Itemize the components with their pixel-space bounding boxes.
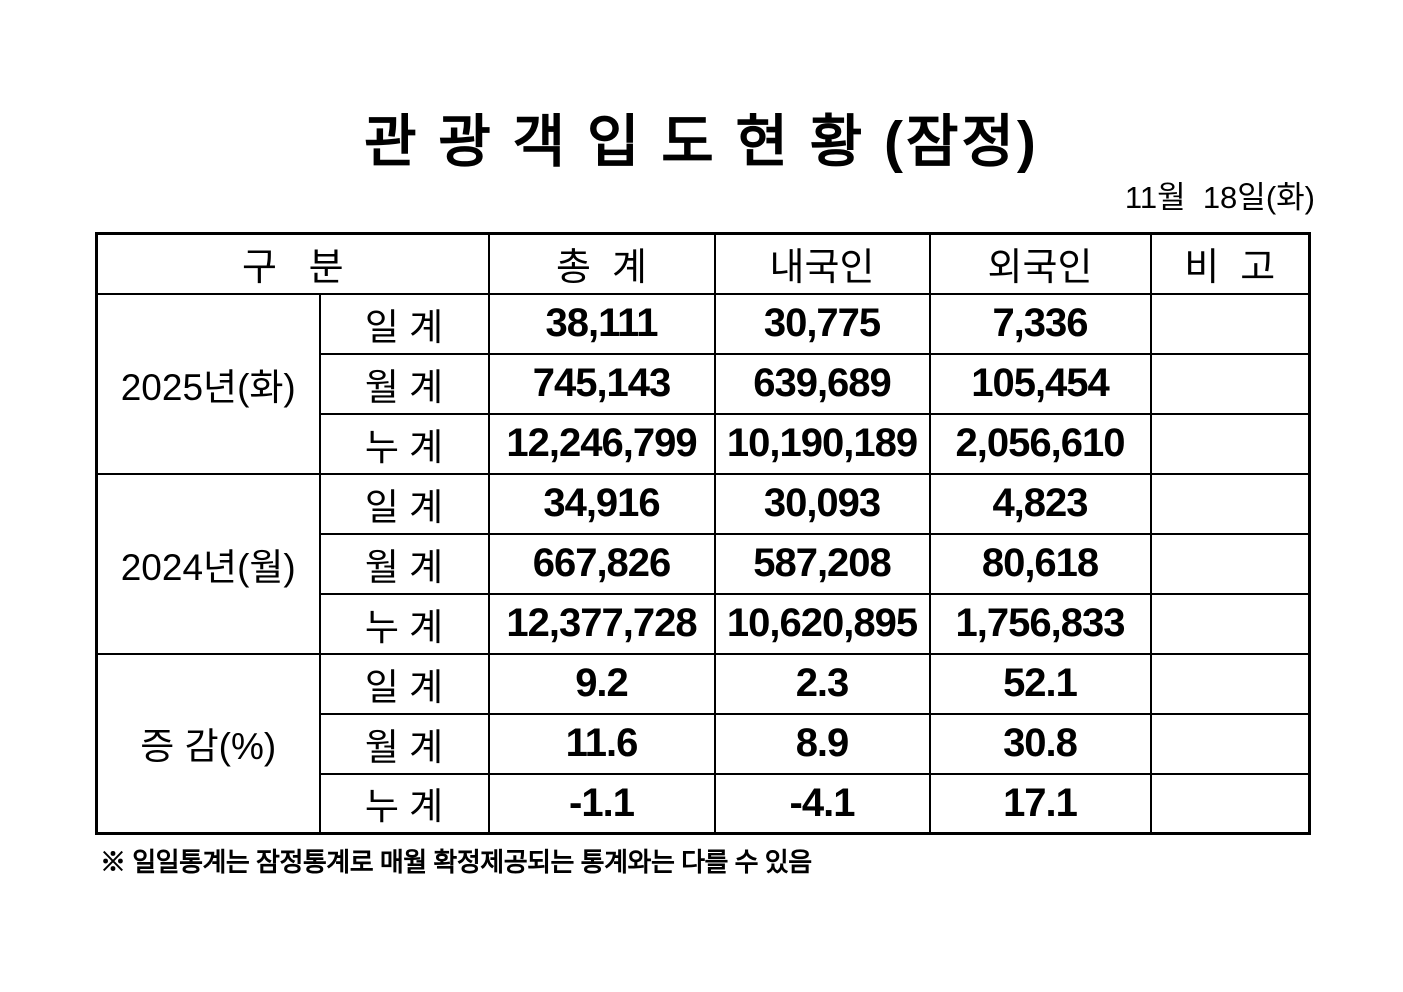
header-row: 구 분 총 계 내국인 외국인 비 고	[95, 232, 1311, 295]
cell-domestic: 587,208	[713, 532, 931, 595]
cell-foreign: 105,454	[928, 352, 1152, 415]
group-label-change: 증 감(%)	[95, 652, 321, 835]
cell-domestic: 10,620,895	[713, 592, 931, 655]
cell-note	[1149, 292, 1311, 355]
cell-note	[1149, 352, 1311, 415]
table-row: 2025년(화) 일 계 38,111 30,775 7,336	[95, 292, 1311, 475]
row-label-cumulative: 누 계	[318, 412, 490, 475]
header-gubun: 구 분	[95, 232, 490, 295]
cell-total: 9.2	[487, 652, 716, 715]
cell-domestic: 10,190,189	[713, 412, 931, 475]
row-label-daily: 일 계	[318, 292, 490, 355]
cell-domestic: 639,689	[713, 352, 931, 415]
cell-total: 745,143	[487, 352, 716, 415]
row-label-monthly: 월 계	[318, 532, 490, 595]
tourist-stats-table: 구 분 총 계 내국인 외국인 비 고 2025년(화) 일 계 38,111 …	[95, 232, 1311, 835]
table-row: 누 계 12,377,728 10,620,895 1,756,833	[97, 592, 1311, 655]
cell-note	[1149, 472, 1311, 535]
cell-note	[1149, 712, 1311, 775]
cell-total: 11.6	[487, 712, 716, 775]
page-title: 관 광 객 입 도 현 황 (잠정)	[364, 110, 1039, 174]
table-row: 2024년(월) 일 계 34,916 30,093 4,823	[95, 472, 1311, 655]
cell-total: 12,377,728	[487, 592, 716, 655]
footnote: ※ 일일통계는 잠정통계로 매월 확정제공되는 통계와는 다를 수 있음	[100, 847, 812, 877]
cell-total: 38,111	[487, 292, 716, 355]
cell-total: -1.1	[487, 772, 716, 835]
row-label-cumulative: 누 계	[318, 592, 490, 655]
table-row: 월 계 745,143 639,689 105,454	[97, 352, 1311, 415]
cell-foreign: 7,336	[928, 292, 1152, 355]
row-label-monthly: 월 계	[318, 712, 490, 775]
cell-total: 34,916	[487, 472, 716, 535]
group-label-2024: 2024년(월)	[95, 472, 321, 655]
cell-foreign: 4,823	[928, 472, 1152, 535]
cell-note	[1149, 652, 1311, 715]
table-row: 누 계 12,246,799 10,190,189 2,056,610	[97, 412, 1311, 475]
table-row: 증 감(%) 일 계 9.2 2.3 52.1	[95, 652, 1311, 835]
header-total: 총 계	[487, 232, 716, 295]
header-foreign: 외국인	[928, 232, 1152, 295]
cell-total: 667,826	[487, 532, 716, 595]
table-row: 월 계 11.6 8.9 30.8	[97, 712, 1311, 775]
cell-foreign: 30.8	[928, 712, 1152, 775]
cell-domestic: 30,093	[713, 472, 931, 535]
row-label-monthly: 월 계	[318, 352, 490, 415]
cell-domestic: 2.3	[713, 652, 931, 715]
cell-domestic: 8.9	[713, 712, 931, 775]
cell-foreign: 2,056,610	[928, 412, 1152, 475]
cell-foreign: 17.1	[928, 772, 1152, 835]
cell-note	[1149, 532, 1311, 595]
group-label-2025: 2025년(화)	[95, 292, 321, 475]
cell-domestic: 30,775	[713, 292, 931, 355]
header-domestic: 내국인	[713, 232, 931, 295]
cell-foreign: 1,756,833	[928, 592, 1152, 655]
row-label-daily: 일 계	[318, 472, 490, 535]
cell-foreign: 52.1	[928, 652, 1152, 715]
row-label-cumulative: 누 계	[318, 772, 490, 835]
cell-total: 12,246,799	[487, 412, 716, 475]
report-date: 11월 18일(화)	[1124, 180, 1315, 215]
cell-note	[1149, 592, 1311, 655]
cell-domestic: -4.1	[713, 772, 931, 835]
table-row: 월 계 667,826 587,208 80,618	[97, 532, 1311, 595]
cell-foreign: 80,618	[928, 532, 1152, 595]
cell-note	[1149, 412, 1311, 475]
row-label-daily: 일 계	[318, 652, 490, 715]
table-row: 누 계 -1.1 -4.1 17.1	[97, 772, 1311, 835]
cell-note	[1149, 772, 1311, 835]
header-note: 비 고	[1149, 232, 1311, 295]
